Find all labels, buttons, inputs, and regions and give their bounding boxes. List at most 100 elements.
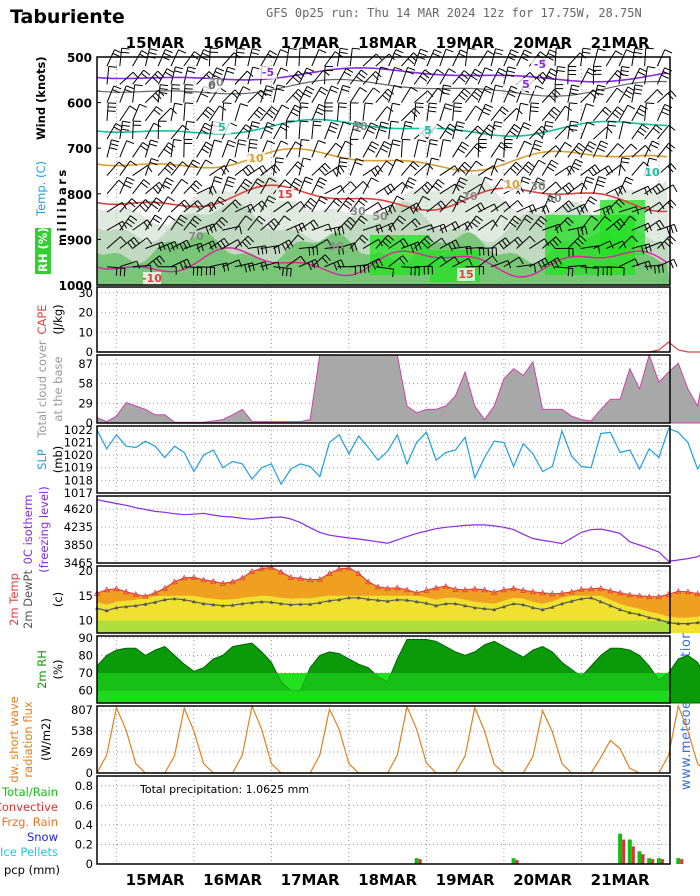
wind-barb-feather — [415, 102, 424, 105]
wind-barb — [362, 141, 379, 158]
wind-barb-feather — [146, 237, 153, 245]
wind-barb — [439, 68, 456, 85]
wind-barb-staff — [657, 258, 675, 268]
dew-marker — [405, 598, 409, 602]
wind-barb — [234, 124, 253, 140]
dew-marker — [308, 602, 313, 606]
wind-barb-staff — [503, 85, 512, 103]
wind-barb-staff — [567, 182, 583, 195]
wind-barb-feather — [307, 200, 315, 207]
wind-barb-feather — [565, 184, 572, 192]
wind-barb-staff — [516, 103, 521, 121]
wind-barb-feather — [242, 181, 250, 188]
wind-barb-staff — [388, 121, 392, 140]
wind-barb — [362, 258, 384, 270]
wind-barb — [324, 225, 345, 236]
precip-total-bar — [647, 858, 652, 864]
wind-barb-staff — [477, 176, 486, 194]
wind-barb-feather — [520, 102, 529, 106]
wind-barb-feather — [540, 215, 548, 222]
wind-barb — [631, 84, 643, 103]
y-tick-label: 1018 — [64, 473, 93, 487]
wind-barb-feather — [467, 47, 476, 50]
wind-barb — [605, 120, 617, 140]
wind-barb — [106, 161, 126, 176]
wind-barb-feather — [342, 84, 351, 89]
wind-barb-feather — [184, 88, 193, 90]
wind-barb-feather — [316, 246, 319, 255]
precip-convective-bar — [622, 839, 626, 864]
wind-barb-feather — [407, 180, 415, 186]
wind-barb-staff — [541, 181, 557, 195]
wind-barb-feather — [359, 265, 362, 274]
wind-barb — [631, 144, 651, 158]
wind-barb-feather — [249, 138, 258, 141]
y-tick-label: 0 — [86, 416, 93, 430]
wind-barb-feather — [202, 112, 210, 119]
wind-barb-feather — [516, 107, 523, 115]
wind-barb-feather — [261, 246, 264, 255]
y-tick-label: 4235 — [64, 520, 93, 534]
wind-barb-feather — [618, 198, 625, 206]
wind-barb-staff — [196, 49, 205, 67]
wind-barb-staff — [183, 242, 202, 249]
wind-barb-feather — [370, 122, 379, 127]
wind-barb-feather — [303, 180, 312, 185]
wind-barb-feather — [205, 226, 210, 235]
wind-barb-feather — [319, 177, 328, 182]
dew-marker — [356, 595, 361, 600]
wind-barb-feather — [360, 69, 368, 76]
wind-barb-staff — [375, 88, 389, 103]
wind-barb-feather — [181, 178, 189, 185]
wind-barb-feather — [474, 128, 482, 135]
wind-barb — [528, 102, 540, 121]
wind-barb-feather — [443, 139, 452, 142]
panel-frame — [96, 425, 671, 494]
wind-barb-staff — [452, 88, 465, 103]
wind-barb-staff — [221, 158, 231, 176]
wind-barb-feather — [163, 52, 172, 57]
wind-barb-feather — [512, 164, 520, 171]
wind-barb — [452, 177, 468, 195]
wind-barb-feather — [108, 102, 117, 104]
wind-barb-feather — [415, 106, 424, 109]
wind-barb-feather — [589, 141, 597, 146]
wind-barb-feather — [184, 84, 194, 86]
dew-marker — [550, 605, 555, 609]
wind-barb-staff — [285, 88, 299, 103]
wind-barb-staff — [413, 102, 417, 121]
wind-barb — [209, 237, 230, 250]
wind-barb-feather — [403, 238, 409, 246]
wind-barb-feather — [524, 49, 532, 54]
wind-barb-staff — [106, 139, 112, 158]
wind-barb-staff — [503, 107, 518, 122]
wind-barb — [336, 140, 353, 158]
wind-barb-staff — [170, 199, 185, 213]
wind-barb-feather — [151, 203, 159, 210]
wind-barb-feather — [424, 184, 431, 192]
wind-barb-feather — [620, 70, 630, 73]
wind-barb-feather — [339, 51, 348, 54]
wind-barb-staff — [490, 260, 509, 268]
wind-barb-staff — [336, 157, 341, 176]
wind-barb-feather — [509, 52, 517, 57]
wind-barb — [196, 185, 217, 196]
wind-barb-staff — [119, 160, 131, 176]
wind-barb-staff — [631, 161, 644, 176]
wind-barb-staff — [298, 121, 301, 140]
wind-barb-feather — [639, 67, 648, 73]
wind-barb-feather — [487, 50, 495, 56]
wind-barb-feather — [242, 86, 251, 91]
wind-barb-staff — [375, 106, 388, 122]
wind-barb-feather — [484, 67, 493, 72]
dew-marker — [434, 603, 439, 608]
date-axis-top: 15MAR 16MAR 17MAR 18MAR 19MAR 20MAR 21MAR — [126, 34, 650, 52]
wind-barb-staff — [541, 145, 557, 158]
wind-barb-feather — [410, 244, 415, 253]
wind-barb — [311, 223, 332, 232]
wind-barb-feather — [277, 261, 281, 270]
wind-barb-staff — [631, 222, 649, 231]
legend-item: Total/Rain — [1, 785, 58, 799]
y-tick-label: 0.2 — [75, 837, 93, 851]
